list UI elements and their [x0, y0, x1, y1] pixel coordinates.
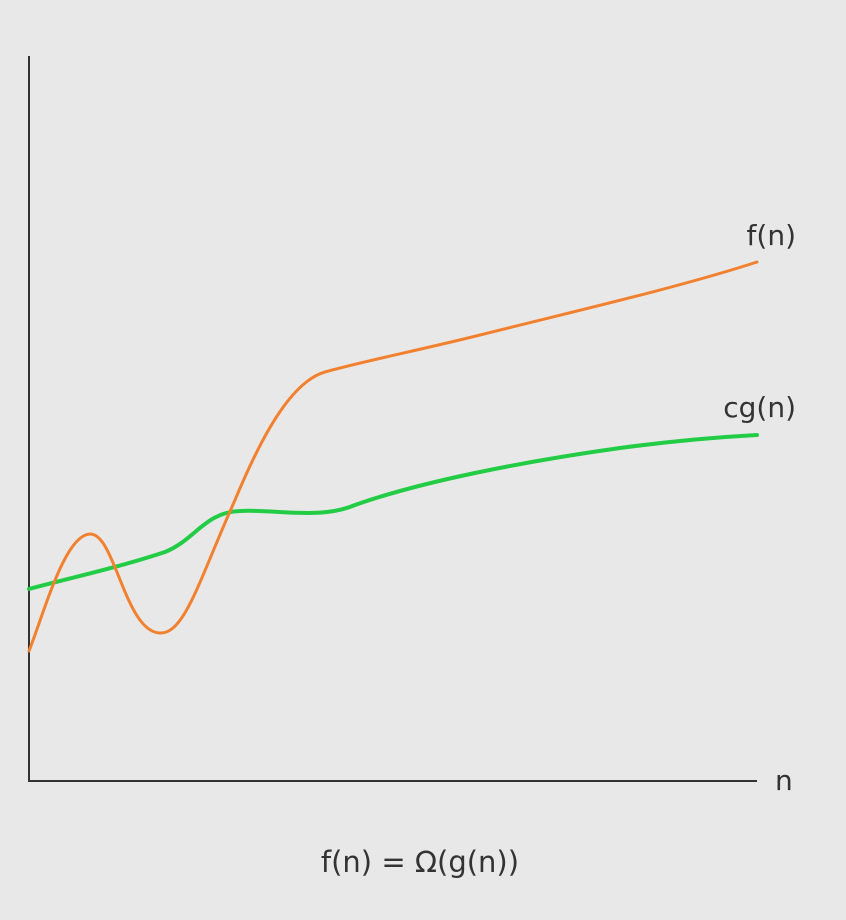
series-line-cg-n	[27, 433, 759, 591]
series-line-f-n	[27, 260, 759, 653]
x-axis-label: n	[775, 764, 793, 797]
series-label-cg-n: cg(n)	[723, 391, 796, 424]
series-label-f-n: f(n)	[747, 219, 796, 252]
caption-formula: f(n) = Ω(g(n))	[321, 845, 519, 879]
